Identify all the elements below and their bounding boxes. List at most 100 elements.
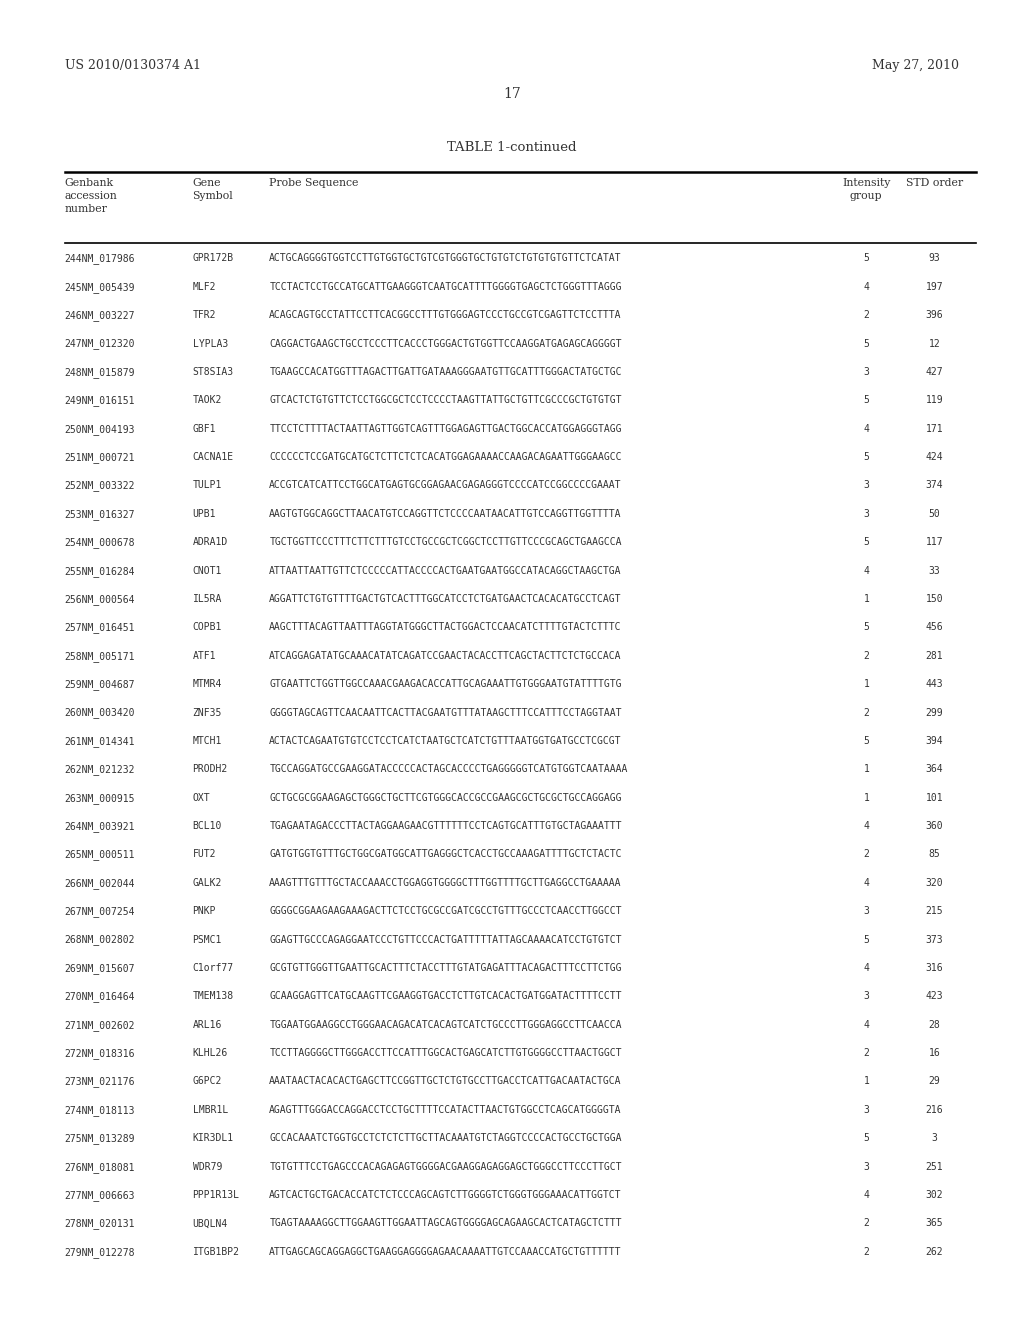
- Text: AAGCTTTACAGTTAATTTAGGTATGGGCTTACTGGACTCCAACATCTTTTGTACTCTTTC: AAGCTTTACAGTTAATTTAGGTATGGGCTTACTGGACTCC…: [269, 622, 622, 632]
- Text: ATTAATTAATTGTTCTCCCCCATTACCCCACTGAATGAATGGCCATACAGGCTAAGCTGA: ATTAATTAATTGTTCTCCCCCATTACCCCACTGAATGAAT…: [269, 565, 622, 576]
- Text: 1: 1: [863, 594, 869, 605]
- Text: UPB1: UPB1: [193, 508, 216, 519]
- Text: 3: 3: [863, 1105, 869, 1115]
- Text: 5: 5: [863, 395, 869, 405]
- Text: OXT: OXT: [193, 792, 210, 803]
- Text: 394: 394: [926, 737, 943, 746]
- Text: 260NM_003420: 260NM_003420: [65, 708, 135, 718]
- Text: 250NM_004193: 250NM_004193: [65, 424, 135, 434]
- Text: 273NM_021176: 273NM_021176: [65, 1076, 135, 1088]
- Text: 396: 396: [926, 310, 943, 321]
- Text: 261NM_014341: 261NM_014341: [65, 737, 135, 747]
- Text: 4: 4: [863, 878, 869, 888]
- Text: 427: 427: [926, 367, 943, 378]
- Text: ATCAGGAGATATGCAAACATATCAGATCCGAACTACACCTTCAGCTACTTCTCTGCCACA: ATCAGGAGATATGCAAACATATCAGATCCGAACTACACCT…: [269, 651, 622, 661]
- Text: 5: 5: [863, 737, 869, 746]
- Text: 264NM_003921: 264NM_003921: [65, 821, 135, 832]
- Text: GCGTGTTGGGTTGAATTGCACTTTCTACCTTTGTATGAGATTTACAGACTTTCCTTCTGG: GCGTGTTGGGTTGAATTGCACTTTCTACCTTTGTATGAGA…: [269, 962, 622, 973]
- Text: 360: 360: [926, 821, 943, 832]
- Text: 16: 16: [929, 1048, 940, 1059]
- Text: 272NM_018316: 272NM_018316: [65, 1048, 135, 1059]
- Text: ACCGTCATCATTCCTGGCATGAGTGCGGAGAACGAGAGGGTCCCCATCCGGCCCCGAAAT: ACCGTCATCATTCCTGGCATGAGTGCGGAGAACGAGAGGG…: [269, 480, 622, 491]
- Text: 274NM_018113: 274NM_018113: [65, 1105, 135, 1115]
- Text: 259NM_004687: 259NM_004687: [65, 678, 135, 690]
- Text: 247NM_012320: 247NM_012320: [65, 338, 135, 350]
- Text: ARL16: ARL16: [193, 1019, 222, 1030]
- Text: KLHL26: KLHL26: [193, 1048, 227, 1059]
- Text: MTMR4: MTMR4: [193, 678, 222, 689]
- Text: 279NM_012278: 279NM_012278: [65, 1246, 135, 1258]
- Text: 254NM_000678: 254NM_000678: [65, 537, 135, 548]
- Text: 150: 150: [926, 594, 943, 605]
- Text: 320: 320: [926, 878, 943, 888]
- Text: 4: 4: [863, 565, 869, 576]
- Text: GGAGTTGCCCAGAGGAATCCCTGTTCCCACTGATTTTTATTAGCAAAACATCCTGTGTCT: GGAGTTGCCCAGAGGAATCCCTGTTCCCACTGATTTTTAT…: [269, 935, 622, 945]
- Text: PRODH2: PRODH2: [193, 764, 227, 775]
- Text: MLF2: MLF2: [193, 281, 216, 292]
- Text: KIR3DL1: KIR3DL1: [193, 1133, 233, 1143]
- Text: 3: 3: [863, 906, 869, 916]
- Text: 276NM_018081: 276NM_018081: [65, 1162, 135, 1172]
- Text: 245NM_005439: 245NM_005439: [65, 281, 135, 293]
- Text: GBF1: GBF1: [193, 424, 216, 434]
- Text: ACTGCAGGGGTGGTCCTTGTGGTGCTGTCGTGGGTGCTGTGTCTGTGTGTGTTCTCATAT: ACTGCAGGGGTGGTCCTTGTGGTGCTGTCGTGGGTGCTGT…: [269, 253, 622, 264]
- Text: ZNF35: ZNF35: [193, 708, 222, 718]
- Text: TFR2: TFR2: [193, 310, 216, 321]
- Text: 93: 93: [929, 253, 940, 264]
- Text: TMEM138: TMEM138: [193, 991, 233, 1002]
- Text: 3: 3: [863, 367, 869, 378]
- Text: 249NM_016151: 249NM_016151: [65, 395, 135, 407]
- Text: 269NM_015607: 269NM_015607: [65, 962, 135, 974]
- Text: 2: 2: [863, 651, 869, 661]
- Text: 252NM_003322: 252NM_003322: [65, 480, 135, 491]
- Text: 443: 443: [926, 678, 943, 689]
- Text: 270NM_016464: 270NM_016464: [65, 991, 135, 1002]
- Text: 277NM_006663: 277NM_006663: [65, 1189, 135, 1201]
- Text: TTCCTCTTTTACTAATTAGTTGGTCAGTTTGGAGAGTTGACTGGCACCATGGAGGGTAGG: TTCCTCTTTTACTAATTAGTTGGTCAGTTTGGAGAGTTGA…: [269, 424, 622, 434]
- Text: 364: 364: [926, 764, 943, 775]
- Text: 424: 424: [926, 451, 943, 462]
- Text: PSMC1: PSMC1: [193, 935, 222, 945]
- Text: 5: 5: [863, 622, 869, 632]
- Text: C1orf77: C1orf77: [193, 962, 233, 973]
- Text: 1: 1: [863, 792, 869, 803]
- Text: ITGB1BP2: ITGB1BP2: [193, 1246, 240, 1257]
- Text: Gene
Symbol: Gene Symbol: [193, 178, 233, 201]
- Text: 299: 299: [926, 708, 943, 718]
- Text: 365: 365: [926, 1218, 943, 1229]
- Text: TAOK2: TAOK2: [193, 395, 222, 405]
- Text: 5: 5: [863, 253, 869, 264]
- Text: US 2010/0130374 A1: US 2010/0130374 A1: [65, 59, 201, 73]
- Text: AGGATTCTGTGTTTTGACTGTCACTTTGGCATCCTCTGATGAACTCACACATGCCTCAGT: AGGATTCTGTGTTTTGACTGTCACTTTGGCATCCTCTGAT…: [269, 594, 622, 605]
- Text: 1: 1: [863, 1076, 869, 1086]
- Text: 1: 1: [863, 764, 869, 775]
- Text: GCTGCGCGGAAGAGCTGGGCTGCTTCGTGGGCACCGCCGAAGCGCTGCGCTGCCAGGAGG: GCTGCGCGGAAGAGCTGGGCTGCTTCGTGGGCACCGCCGA…: [269, 792, 622, 803]
- Text: G6PC2: G6PC2: [193, 1076, 222, 1086]
- Text: TULP1: TULP1: [193, 480, 222, 491]
- Text: 316: 316: [926, 962, 943, 973]
- Text: 2: 2: [863, 708, 869, 718]
- Text: 5: 5: [863, 537, 869, 548]
- Text: 266NM_002044: 266NM_002044: [65, 878, 135, 888]
- Text: 2: 2: [863, 850, 869, 859]
- Text: AAGTGTGGCAGGCTTAACATGTCCAGGTTCTCCCCAATAACATTGTCCAGGTTGGTTTTA: AAGTGTGGCAGGCTTAACATGTCCAGGTTCTCCCCAATAA…: [269, 508, 622, 519]
- Text: 117: 117: [926, 537, 943, 548]
- Text: 4: 4: [863, 281, 869, 292]
- Text: CCCCCCTCCGATGCATGCTCTTCTCTCACATGGAGAAAACCAAGACAGAATTGGGAAGCC: CCCCCCTCCGATGCATGCTCTTCTCTCACATGGAGAAAAC…: [269, 451, 622, 462]
- Text: TGAGTAAAAGGCTTGGAAGTTGGAATTAGCAGTGGGGAGCAGAAGCACTCATAGCTCTTT: TGAGTAAAAGGCTTGGAAGTTGGAATTAGCAGTGGGGAGC…: [269, 1218, 622, 1229]
- Text: 257NM_016451: 257NM_016451: [65, 622, 135, 634]
- Text: ADRA1D: ADRA1D: [193, 537, 227, 548]
- Text: 197: 197: [926, 281, 943, 292]
- Text: 2: 2: [863, 1218, 869, 1229]
- Text: 12: 12: [929, 338, 940, 348]
- Text: ST8SIA3: ST8SIA3: [193, 367, 233, 378]
- Text: 374: 374: [926, 480, 943, 491]
- Text: 271NM_002602: 271NM_002602: [65, 1019, 135, 1031]
- Text: COPB1: COPB1: [193, 622, 222, 632]
- Text: GPR172B: GPR172B: [193, 253, 233, 264]
- Text: 4: 4: [863, 821, 869, 832]
- Text: 373: 373: [926, 935, 943, 945]
- Text: 4: 4: [863, 962, 869, 973]
- Text: 278NM_020131: 278NM_020131: [65, 1218, 135, 1229]
- Text: 3: 3: [863, 508, 869, 519]
